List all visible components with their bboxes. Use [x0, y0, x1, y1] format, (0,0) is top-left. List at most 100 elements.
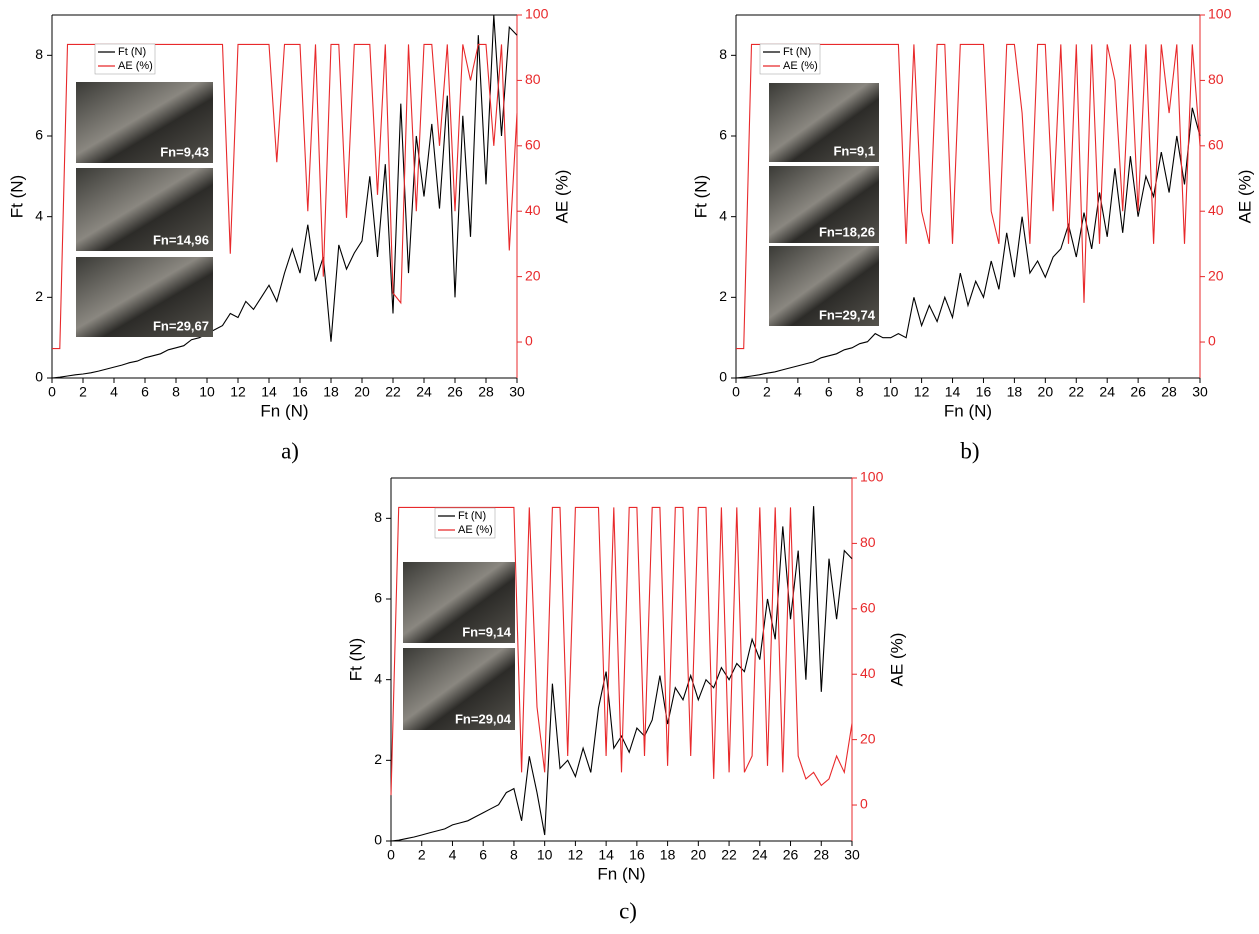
x-tick-label: 20 [354, 384, 370, 400]
inset-label: Fn=18,26 [819, 224, 875, 239]
y-tick-label: 6 [719, 127, 727, 143]
y-tick-label: 8 [719, 46, 727, 62]
x-tick-label: 8 [172, 384, 180, 400]
legend-box [759, 43, 821, 75]
legend-label: AE (%) [783, 60, 818, 72]
y2-tick-label: 60 [525, 137, 541, 153]
x-tick-label: 14 [598, 847, 614, 863]
y2-tick-label: 60 [1208, 137, 1224, 153]
y-axis-label: Ft (N) [346, 638, 365, 681]
y2-axis-label: AE (%) [1235, 170, 1254, 224]
inset-photo [769, 246, 879, 326]
y2-tick-label: 80 [860, 534, 876, 550]
y-axis-label: Ft (N) [691, 175, 710, 218]
x-tick-label: 2 [418, 847, 426, 863]
x-tick-label: 18 [660, 847, 676, 863]
x-tick-label: 8 [856, 384, 864, 400]
inset-label: Fn=29,04 [455, 711, 512, 726]
x-tick-label: 12 [914, 384, 930, 400]
x-tick-label: 4 [794, 384, 802, 400]
x-tick-label: 26 [783, 847, 799, 863]
x-tick-label: 10 [199, 384, 215, 400]
x-tick-label: 30 [844, 847, 860, 863]
inset-photo [76, 168, 213, 251]
x-tick-label: 18 [1007, 384, 1023, 400]
x-tick-label: 12 [230, 384, 246, 400]
data-line [390, 506, 853, 796]
y-tick-label: 2 [719, 288, 727, 304]
y2-tick-label: 20 [1208, 267, 1224, 283]
y2-tick-label: 40 [1208, 202, 1224, 218]
x-tick-label: 28 [478, 384, 494, 400]
caption: b) [960, 438, 979, 463]
inset-label: Fn=14,96 [153, 232, 209, 247]
x-tick-label: 0 [732, 384, 740, 400]
legend-label: AE (%) [118, 60, 153, 72]
x-tick-label: 20 [1038, 384, 1054, 400]
x-tick-label: 16 [976, 384, 992, 400]
legend-label: Ft (N) [118, 46, 146, 58]
data-line [390, 506, 853, 842]
chart-panel: 0 2 4 6 8 10 12 14 16 18 20 22 24 26 28 300246802040608… [346, 469, 906, 924]
x-tick-label: 18 [323, 384, 339, 400]
x-tick-label: 12 [568, 847, 584, 863]
y2-tick-label: 40 [525, 202, 541, 218]
x-tick-label: 10 [883, 384, 899, 400]
x-tick-label: 30 [1192, 384, 1208, 400]
inset-label: Fn=9,1 [833, 143, 875, 158]
x-tick-label: 6 [141, 384, 149, 400]
x-tick-label: 28 [1161, 384, 1177, 400]
y2-tick-label: 60 [860, 600, 876, 616]
chart-panel: 0 2 4 6 8 10 12 14 16 18 20 22 24 26 28 300246802040608… [7, 6, 571, 464]
inset-label: Fn=29,67 [153, 318, 209, 333]
y-tick-label: 8 [35, 46, 43, 62]
inset-label: Fn=9,43 [160, 144, 209, 159]
y-tick-label: 4 [35, 207, 43, 223]
legend-label: Ft (N) [783, 46, 811, 58]
x-tick-label: 4 [110, 384, 118, 400]
x-tick-label: 22 [385, 384, 401, 400]
y2-tick-label: 80 [1208, 71, 1224, 87]
y2-tick-label: 0 [860, 796, 868, 812]
legend-label: AE (%) [458, 524, 493, 536]
y2-tick-label: 80 [525, 71, 541, 87]
x-axis-label: Fn (N) [597, 864, 645, 883]
x-tick-label: 20 [691, 847, 707, 863]
y2-tick-label: 100 [1208, 6, 1232, 22]
x-tick-label: 4 [449, 847, 457, 863]
x-tick-label: 16 [629, 847, 645, 863]
y2-tick-label: 40 [860, 665, 876, 681]
x-tick-label: 10 [537, 847, 553, 863]
inset-photo [76, 257, 213, 337]
x-tick-label: 30 [509, 384, 525, 400]
y-tick-label: 6 [374, 590, 382, 606]
legend-label: Ft (N) [458, 510, 486, 522]
inset-photo [769, 166, 879, 243]
inset-label: Fn=9,14 [462, 624, 512, 639]
x-tick-label: 6 [825, 384, 833, 400]
y-tick-label: 6 [35, 127, 43, 143]
caption: a) [281, 438, 299, 463]
y2-tick-label: 20 [860, 730, 876, 746]
x-tick-label: 8 [510, 847, 518, 863]
y-tick-label: 4 [374, 670, 382, 686]
x-tick-label: 22 [1068, 384, 1084, 400]
y-tick-label: 8 [374, 509, 382, 525]
x-tick-label: 26 [1130, 384, 1146, 400]
x-tick-label: 2 [79, 384, 87, 400]
inset-label: Fn=29,74 [819, 307, 876, 322]
y2-tick-label: 100 [860, 469, 884, 485]
inset-photo [76, 82, 213, 163]
y2-axis-label: AE (%) [552, 170, 571, 224]
y-tick-label: 0 [35, 369, 43, 385]
data-line [735, 107, 1201, 379]
x-tick-label: 2 [763, 384, 771, 400]
x-tick-label: 28 [813, 847, 829, 863]
x-axis-label: Fn (N) [944, 401, 992, 420]
caption: c) [619, 898, 637, 923]
inset-photo [769, 83, 879, 162]
x-tick-label: 6 [479, 847, 487, 863]
y-tick-label: 2 [374, 751, 382, 767]
chart-panel: 0 2 4 6 8 10 12 14 16 18 20 22 24 26 28 300246802040608… [691, 6, 1254, 464]
